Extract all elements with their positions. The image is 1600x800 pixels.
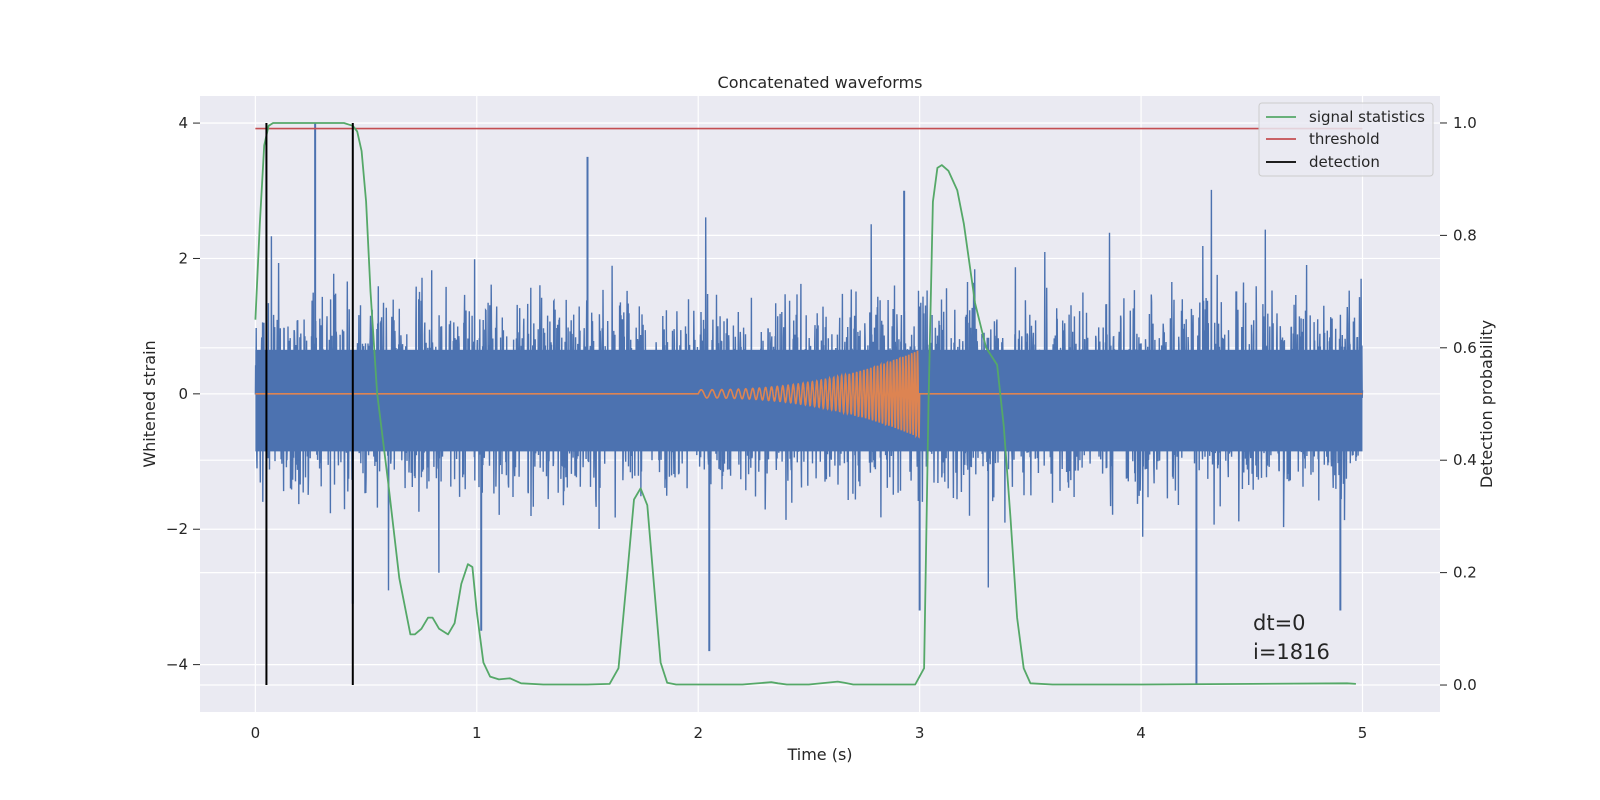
- legend: signal statistics threshold detection: [1258, 102, 1434, 177]
- y2-tick-label: 0.8: [1453, 226, 1477, 244]
- y-tick-label: 2: [178, 249, 188, 267]
- x-tick-label: 2: [693, 724, 703, 742]
- legend-box: [1258, 102, 1434, 177]
- series-layer: [254, 122, 1364, 686]
- x-axis-label: Time (s): [786, 745, 852, 764]
- chart-title: Concatenated waveforms: [718, 73, 923, 92]
- x-tick-label: 0: [251, 724, 261, 742]
- y-tick-label: −4: [166, 656, 188, 674]
- annotation-dt: dt=0: [1253, 611, 1306, 635]
- y-axis-label: Whitened strain: [140, 340, 159, 467]
- legend-label-detection: detection: [1309, 153, 1380, 171]
- x-tick-label: 1: [472, 724, 482, 742]
- ticks-layer: 0 1 2 3 4 5 −4 −2 0 2 4 0.0 0.2 0.4 0.6 0.8 1.0: [166, 114, 1477, 742]
- y2-tick-label: 0.6: [1453, 339, 1477, 357]
- y2-axis-label: Detection probability: [1477, 320, 1496, 488]
- y-tick-label: 4: [178, 114, 188, 132]
- y-tick-label: 0: [178, 385, 188, 403]
- x-tick-label: 4: [1136, 724, 1146, 742]
- y2-tick-label: 1.0: [1453, 114, 1477, 132]
- y2-tick-label: 0.0: [1453, 676, 1477, 694]
- x-tick-label: 3: [915, 724, 925, 742]
- annotation-index: i=1816: [1253, 640, 1330, 664]
- legend-label-threshold: threshold: [1309, 130, 1380, 148]
- y-tick-label: −2: [166, 520, 188, 538]
- y2-tick-label: 0.2: [1453, 564, 1477, 582]
- legend-label-signal-statistics: signal statistics: [1309, 108, 1425, 126]
- x-tick-label: 5: [1358, 724, 1368, 742]
- series-line-template: [255, 350, 1363, 439]
- series-line-signal-statistics: [254, 122, 1356, 686]
- y2-tick-label: 0.4: [1453, 451, 1477, 469]
